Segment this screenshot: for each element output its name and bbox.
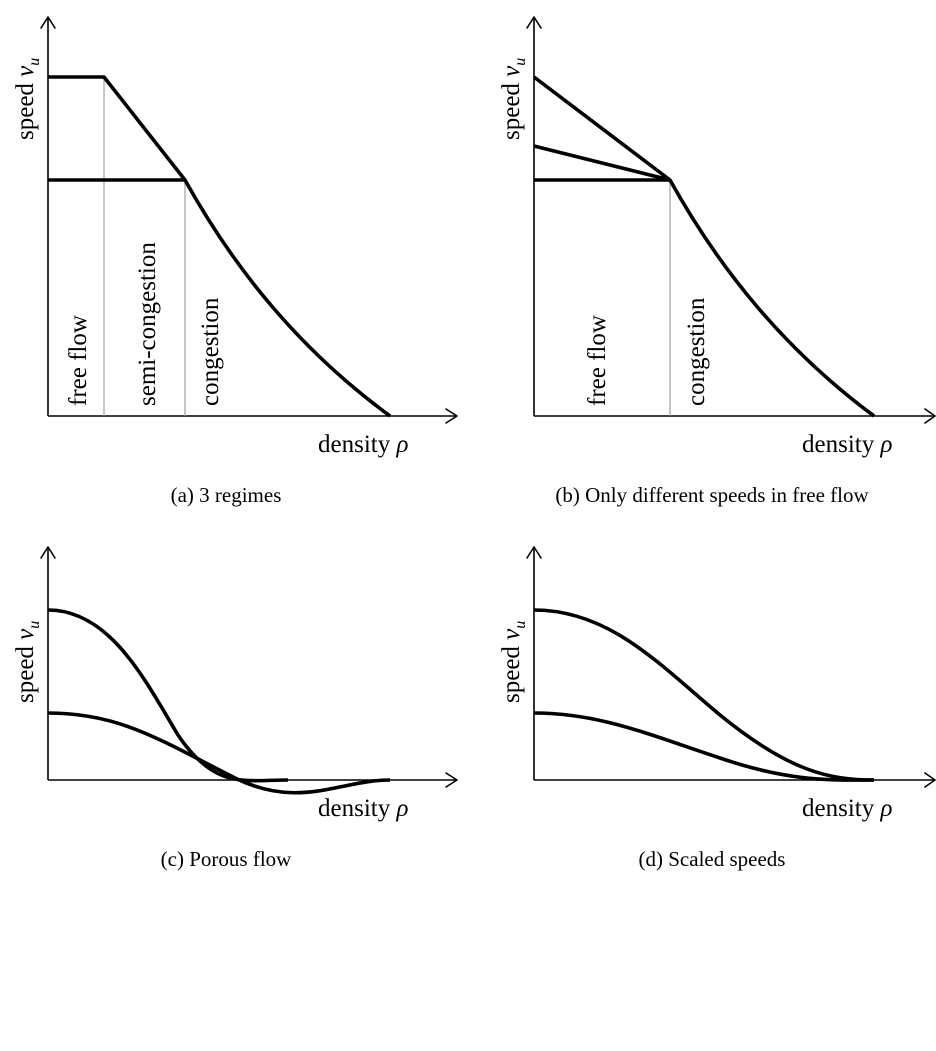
speed-curve-low — [48, 178, 392, 418]
speed-curve-mid — [533, 144, 671, 182]
region-label-congestion: congestion — [197, 297, 224, 406]
panel-b: free flow congestion speed vu density ρ … — [498, 16, 936, 507]
speed-curve-high — [533, 608, 875, 782]
y-axis-label: speed vu — [12, 621, 43, 703]
x-axis-label: density ρ — [318, 795, 408, 822]
y-axis-arrowhead — [40, 16, 56, 29]
x-axis-arrowhead — [924, 408, 936, 424]
panel-c: speed vu density ρ (c) Porous flow — [12, 546, 458, 871]
y-axis-label: speed vu — [498, 58, 529, 140]
region-label-free-flow: free flow — [584, 315, 611, 406]
x-axis-arrowhead — [445, 772, 458, 788]
speed-curve-high — [48, 75, 187, 182]
panel-d: speed vu density ρ (d) Scaled speeds — [498, 546, 936, 871]
y-axis-arrowhead — [526, 16, 542, 29]
speed-curve-high — [532, 75, 672, 182]
x-axis-arrowhead — [445, 408, 458, 424]
x-axis-label: density ρ — [802, 431, 892, 458]
region-label-semi-congestion: semi-congestion — [134, 242, 161, 406]
panel-a: free flow semi-congestion congestion spe… — [12, 16, 458, 507]
speed-curve-high — [47, 608, 289, 783]
region-label-congestion: congestion — [683, 297, 710, 406]
y-axis-arrowhead — [526, 546, 542, 559]
caption: (b) Only different speeds in free flow — [555, 483, 869, 507]
speed-curve-low — [533, 711, 875, 782]
region-label-free-flow: free flow — [65, 315, 92, 406]
caption: (c) Porous flow — [161, 847, 292, 871]
x-axis-label: density ρ — [318, 431, 408, 458]
speed-curve-low — [47, 711, 391, 795]
y-axis-label: speed vu — [498, 621, 529, 703]
x-axis-arrowhead — [924, 772, 936, 788]
x-axis-label: density ρ — [802, 795, 892, 822]
speed-curve-low — [534, 178, 876, 418]
caption: (d) Scaled speeds — [639, 847, 786, 871]
y-axis-label: speed vu — [12, 58, 43, 140]
caption: (a) 3 regimes — [171, 483, 282, 507]
y-axis-arrowhead — [40, 546, 56, 559]
